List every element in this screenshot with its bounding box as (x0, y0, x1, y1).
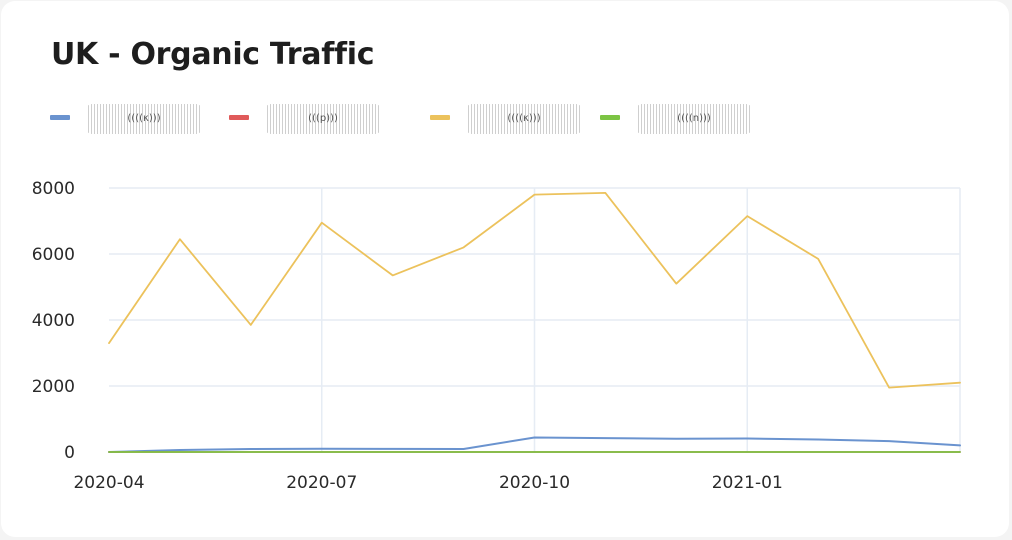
series-line-3 (108, 191, 961, 389)
legend-label-2: (((p))) (265, 104, 381, 134)
legend-swatch-1 (50, 115, 70, 120)
y-tick-label: 6000 (32, 245, 75, 265)
legend-swatch-2 (229, 115, 249, 120)
x-tick-label: 2020-04 (73, 473, 144, 493)
chart-title: UK - Organic Traffic (51, 37, 375, 72)
y-tick-label: 4000 (32, 311, 75, 331)
legend-swatch-3 (430, 115, 450, 120)
legend-label-1: ((((κ))) (86, 104, 202, 134)
y-tick-label: 8000 (32, 179, 75, 199)
series-line-1 (108, 436, 961, 453)
x-tick-label: 2021-01 (712, 473, 783, 493)
y-tick-label: 2000 (32, 377, 75, 397)
x-tick-label: 2020-10 (499, 473, 570, 493)
y-tick-label: 0 (64, 443, 75, 463)
legend-label-3: ((((κ))) (466, 104, 582, 134)
legend-swatch-4 (600, 115, 620, 120)
x-tick-label: 2020-07 (286, 473, 357, 493)
legend-label-4: ((((n))) (636, 104, 752, 134)
